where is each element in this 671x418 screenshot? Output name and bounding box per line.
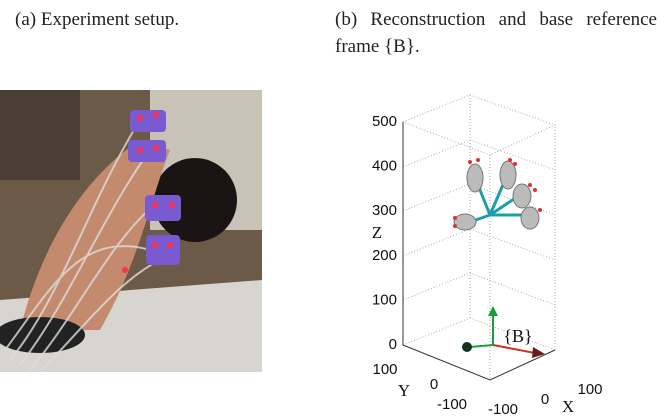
y-tick-label: 100 <box>372 361 397 378</box>
z-tick-label: 500 <box>372 113 397 130</box>
z-tick-label: 300 <box>372 202 397 219</box>
frame-label: {B} <box>503 326 532 346</box>
z-tick-label: 400 <box>372 158 397 175</box>
figure-art: {B} Z Y X 500 400 300 200 100 0 100 0 -100 -100 0 1… <box>0 0 671 418</box>
photo <box>0 90 262 372</box>
y-tick-label: -100 <box>437 396 467 413</box>
x-tick-label: 100 <box>577 381 602 398</box>
y-tick-label: 0 <box>430 376 438 393</box>
x-tick-label: 0 <box>541 391 549 408</box>
z-tick-label: 200 <box>372 247 397 264</box>
x-tick-label: -100 <box>488 401 518 418</box>
axis-label: Z <box>372 223 382 242</box>
z-tick-label: 100 <box>372 291 397 308</box>
axis-label: X <box>562 397 574 416</box>
axis-label: Y <box>398 381 410 400</box>
figure: (a) Experiment setup. (b) Reconstruction… <box>0 0 671 418</box>
z-tick-label: 0 <box>389 336 397 353</box>
hand-model <box>453 158 542 230</box>
